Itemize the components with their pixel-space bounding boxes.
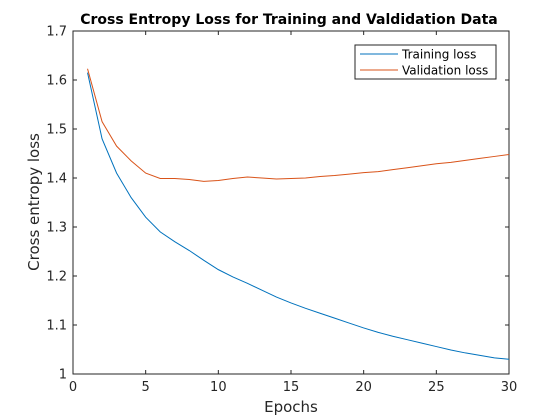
y-tick-label: 1.1 bbox=[46, 319, 67, 334]
y-tick-label: 1.2 bbox=[46, 270, 67, 285]
y-tick-label: 1.5 bbox=[46, 123, 67, 138]
x-axis-label: Epochs bbox=[264, 398, 318, 416]
x-tick-label: 15 bbox=[283, 380, 300, 395]
x-axis: 0 5 10 15 20 25 30 bbox=[69, 31, 517, 395]
x-tick-label: 25 bbox=[428, 380, 445, 395]
series-group bbox=[87, 68, 510, 360]
chart-title: Cross Entropy Loss for Training and Vald… bbox=[80, 12, 498, 28]
y-tick-label: 1 bbox=[59, 368, 67, 383]
y-tick-label: 1.3 bbox=[46, 221, 67, 236]
series-line-training-loss bbox=[87, 72, 510, 360]
x-tick-label: 0 bbox=[69, 380, 77, 395]
x-tick-label: 20 bbox=[355, 380, 372, 395]
legend: Training loss Validation loss bbox=[354, 44, 497, 80]
x-tick-label: 5 bbox=[142, 380, 150, 395]
y-tick-label: 1.6 bbox=[46, 74, 67, 89]
y-axis: 1 1.1 1.2 1.3 1.4 1.5 1.6 1.7 bbox=[46, 25, 509, 383]
x-tick-label: 30 bbox=[501, 380, 518, 395]
plot-area bbox=[72, 30, 510, 375]
legend-label-validation-loss: Validation loss bbox=[402, 64, 488, 78]
y-axis-label: Cross entropy loss bbox=[25, 133, 43, 271]
y-tick-label: 1.7 bbox=[46, 25, 67, 40]
series-line-validation-loss bbox=[87, 68, 510, 182]
y-tick-label: 1.4 bbox=[46, 172, 67, 187]
legend-box bbox=[354, 44, 497, 80]
x-tick-label: 10 bbox=[210, 380, 227, 395]
legend-label-training-loss: Training loss bbox=[401, 48, 476, 62]
